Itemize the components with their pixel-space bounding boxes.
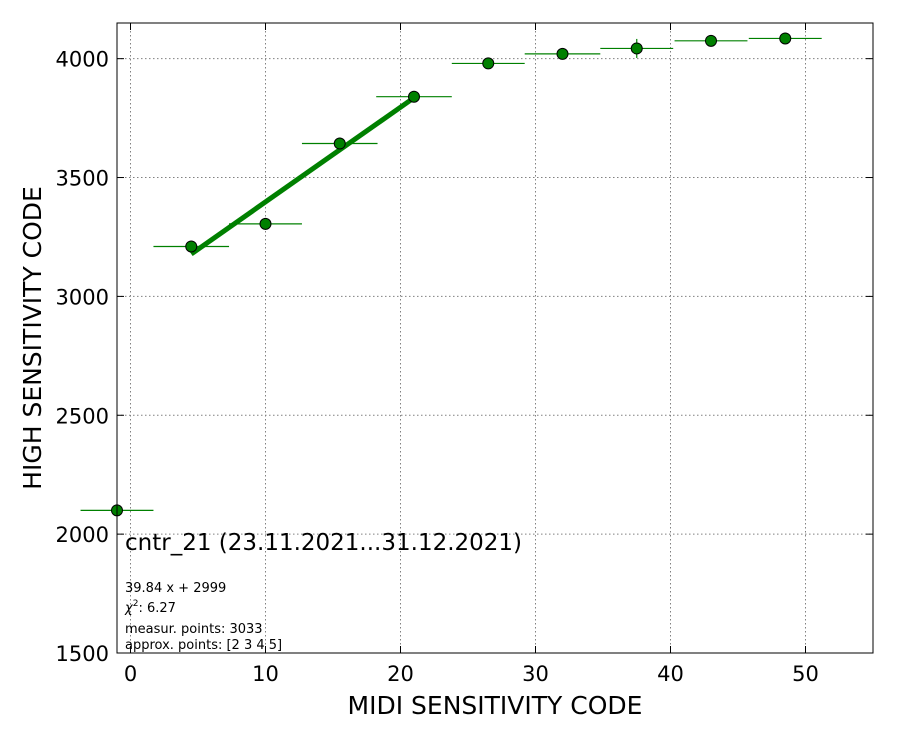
x-tick-label: 50 xyxy=(792,662,819,686)
x-tick-label: 30 xyxy=(522,662,549,686)
y-axis-title: HIGH SENSITIVITY CODE xyxy=(18,186,47,490)
data-point xyxy=(482,57,495,70)
y-tick-label: 4000 xyxy=(56,48,109,72)
x-tick-label: 0 xyxy=(124,662,137,686)
x-tick-label: 40 xyxy=(657,662,684,686)
fit-equation-label: 39.84 x + 2999 xyxy=(125,581,226,596)
chart-annotation-title: cntr_21 (23.11.2021...31.12.2021) xyxy=(125,530,522,556)
data-point xyxy=(408,90,420,103)
data-point xyxy=(705,34,717,47)
data-point xyxy=(259,217,272,230)
grid xyxy=(117,23,873,654)
x-axis-title: MIDI SENSITIVITY CODE xyxy=(348,691,643,720)
fit-line-layer xyxy=(189,95,416,257)
data-point xyxy=(779,32,792,45)
data-point xyxy=(185,240,198,253)
chi-superscript: 2 xyxy=(133,599,139,609)
chi-symbol: χ xyxy=(124,601,134,616)
x-tick-label: 10 xyxy=(252,662,279,686)
y-tick-label: 1500 xyxy=(56,642,109,666)
plot-area-frame xyxy=(116,22,874,654)
data-point xyxy=(333,137,346,150)
x-tick-label: 20 xyxy=(387,662,414,686)
y-tick-label: 2000 xyxy=(56,523,109,547)
y-tick-label: 3500 xyxy=(56,167,109,191)
data-points-layer xyxy=(80,32,822,517)
measurement-points-label: measur. points: 3033 xyxy=(125,622,263,637)
fit-line xyxy=(189,95,416,257)
chi-value: : 6.27 xyxy=(138,601,175,616)
data-point xyxy=(556,47,569,60)
y-tick-label: 3000 xyxy=(56,285,109,309)
approximation-points-label: approx. points: [2 3 4 5] xyxy=(125,638,282,653)
y-tick-label: 2500 xyxy=(56,404,109,428)
axis-ticks: 0 10 20 30 40 50 1500 2000 2500 3000 3500 4000 xyxy=(56,23,873,686)
data-point xyxy=(630,42,643,55)
chi-square-label: χ2: 6.27 xyxy=(124,599,176,616)
